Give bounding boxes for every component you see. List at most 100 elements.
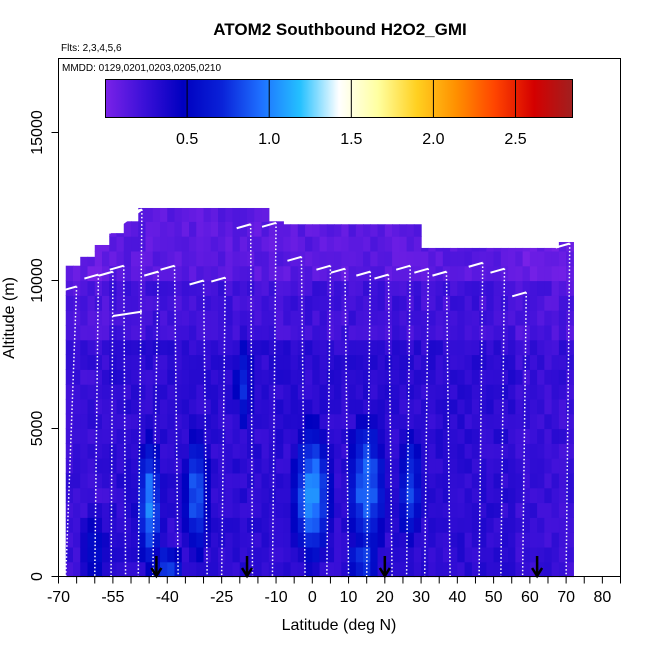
heatmap-cell: [189, 487, 197, 504]
heatmap-cell: [65, 532, 74, 548]
heatmap-cell: [355, 354, 364, 370]
heatmap-cell: [232, 207, 241, 222]
heatmap-cell: [435, 428, 444, 444]
heatmap-cell: [508, 487, 516, 504]
heatmap-cell: [268, 310, 277, 326]
heatmap-cell: [297, 295, 306, 311]
heatmap-cell: [334, 443, 342, 459]
heatmap-cell: [268, 221, 277, 237]
heatmap-cell: [363, 561, 371, 578]
heatmap-cell: [305, 280, 313, 296]
heatmap-cell: [167, 443, 176, 459]
heatmap-cell: [138, 398, 147, 415]
heatmap-cell: [297, 280, 306, 296]
heatmap-cell: [116, 384, 125, 400]
heatmap-cell: [87, 487, 96, 504]
heatmap-cell: [160, 398, 168, 415]
heatmap-cell: [290, 384, 299, 400]
heatmap-cell: [145, 384, 154, 400]
heatmap-cell: [522, 247, 531, 252]
heatmap-cell: [305, 413, 313, 430]
heatmap-cell: [297, 310, 306, 326]
heatmap-cell: [152, 265, 161, 282]
heatmap-cell: [232, 236, 241, 252]
heatmap-cell: [566, 324, 574, 341]
heatmap-cell: [566, 458, 574, 474]
heatmap-cell: [261, 295, 270, 311]
heatmap-cell: [138, 472, 147, 489]
heatmap-cell: [94, 384, 103, 400]
heatmap-cell: [529, 443, 538, 459]
heatmap-cell: [225, 310, 234, 326]
heatmap-cell: [515, 532, 524, 548]
heatmap-cell: [232, 369, 241, 385]
heatmap-cell: [312, 384, 321, 400]
heatmap-cell: [341, 502, 350, 518]
heatmap-cell: [370, 472, 379, 489]
heatmap-cell: [450, 487, 458, 504]
heatmap-cell: [522, 472, 531, 489]
heatmap-cell: [392, 546, 400, 563]
x-tick-label: -10: [264, 589, 287, 606]
heatmap-cell: [94, 354, 103, 370]
heatmap-cell: [326, 369, 335, 385]
heatmap-cell: [370, 224, 379, 237]
heatmap-cell: [508, 280, 516, 296]
heatmap-cell: [551, 310, 560, 326]
heatmap-cell: [370, 324, 379, 341]
heatmap-cell: [450, 443, 458, 459]
heatmap-cell: [515, 458, 524, 474]
heatmap-cell: [508, 413, 516, 430]
heatmap-cell: [283, 250, 292, 267]
heatmap-cell: [515, 265, 524, 282]
heatmap-cell: [450, 472, 458, 489]
heatmap-cell: [160, 265, 168, 282]
heatmap-cell: [254, 398, 263, 415]
heatmap-cell: [406, 236, 415, 252]
heatmap-cell: [537, 472, 545, 489]
heatmap-cell: [363, 224, 371, 237]
heatmap-cell: [123, 561, 132, 578]
heatmap-cell: [116, 517, 125, 533]
heatmap-cell: [399, 310, 408, 326]
heatmap-cell: [261, 236, 270, 252]
heatmap-cell: [73, 428, 81, 444]
heatmap-cell: [102, 310, 110, 326]
heatmap-cell: [355, 546, 364, 563]
heatmap-cell: [65, 458, 74, 474]
heatmap-cell: [413, 236, 422, 252]
heatmap-cell: [247, 532, 255, 548]
heatmap-cell: [276, 236, 284, 252]
colorbar-tick-label: 1.5: [340, 131, 362, 148]
heatmap-cell: [80, 310, 89, 326]
heatmap-cell: [334, 561, 342, 578]
heatmap-cell: [500, 247, 509, 252]
heatmap-cell: [326, 502, 335, 518]
heatmap-cell: [138, 310, 147, 326]
heatmap-cell: [348, 265, 357, 282]
heatmap-cell: [508, 324, 516, 341]
heatmap-cell: [384, 487, 393, 504]
heatmap-cell: [406, 384, 415, 400]
heatmap-cell: [283, 324, 292, 341]
heatmap-cell: [558, 517, 567, 533]
heatmap-cell: [486, 324, 495, 341]
heatmap-cell: [457, 247, 466, 252]
heatmap-cell: [189, 324, 197, 341]
heatmap-cell: [232, 517, 241, 533]
heatmap-cell: [537, 354, 545, 370]
heatmap-cell: [348, 458, 357, 474]
heatmap-cell: [435, 472, 444, 489]
heatmap-cell: [283, 546, 292, 563]
colorbar-frame: [105, 79, 573, 118]
heatmap-cell: [167, 207, 176, 222]
heatmap-cell: [377, 280, 386, 296]
heatmap-cell: [515, 384, 524, 400]
heatmap-cell: [370, 502, 379, 518]
heatmap-cell: [116, 233, 125, 237]
heatmap-cell: [225, 428, 234, 444]
heatmap-cell: [544, 472, 553, 489]
heatmap-cell: [471, 561, 480, 578]
heatmap-cell: [247, 487, 255, 504]
heatmap-cell: [116, 443, 125, 459]
